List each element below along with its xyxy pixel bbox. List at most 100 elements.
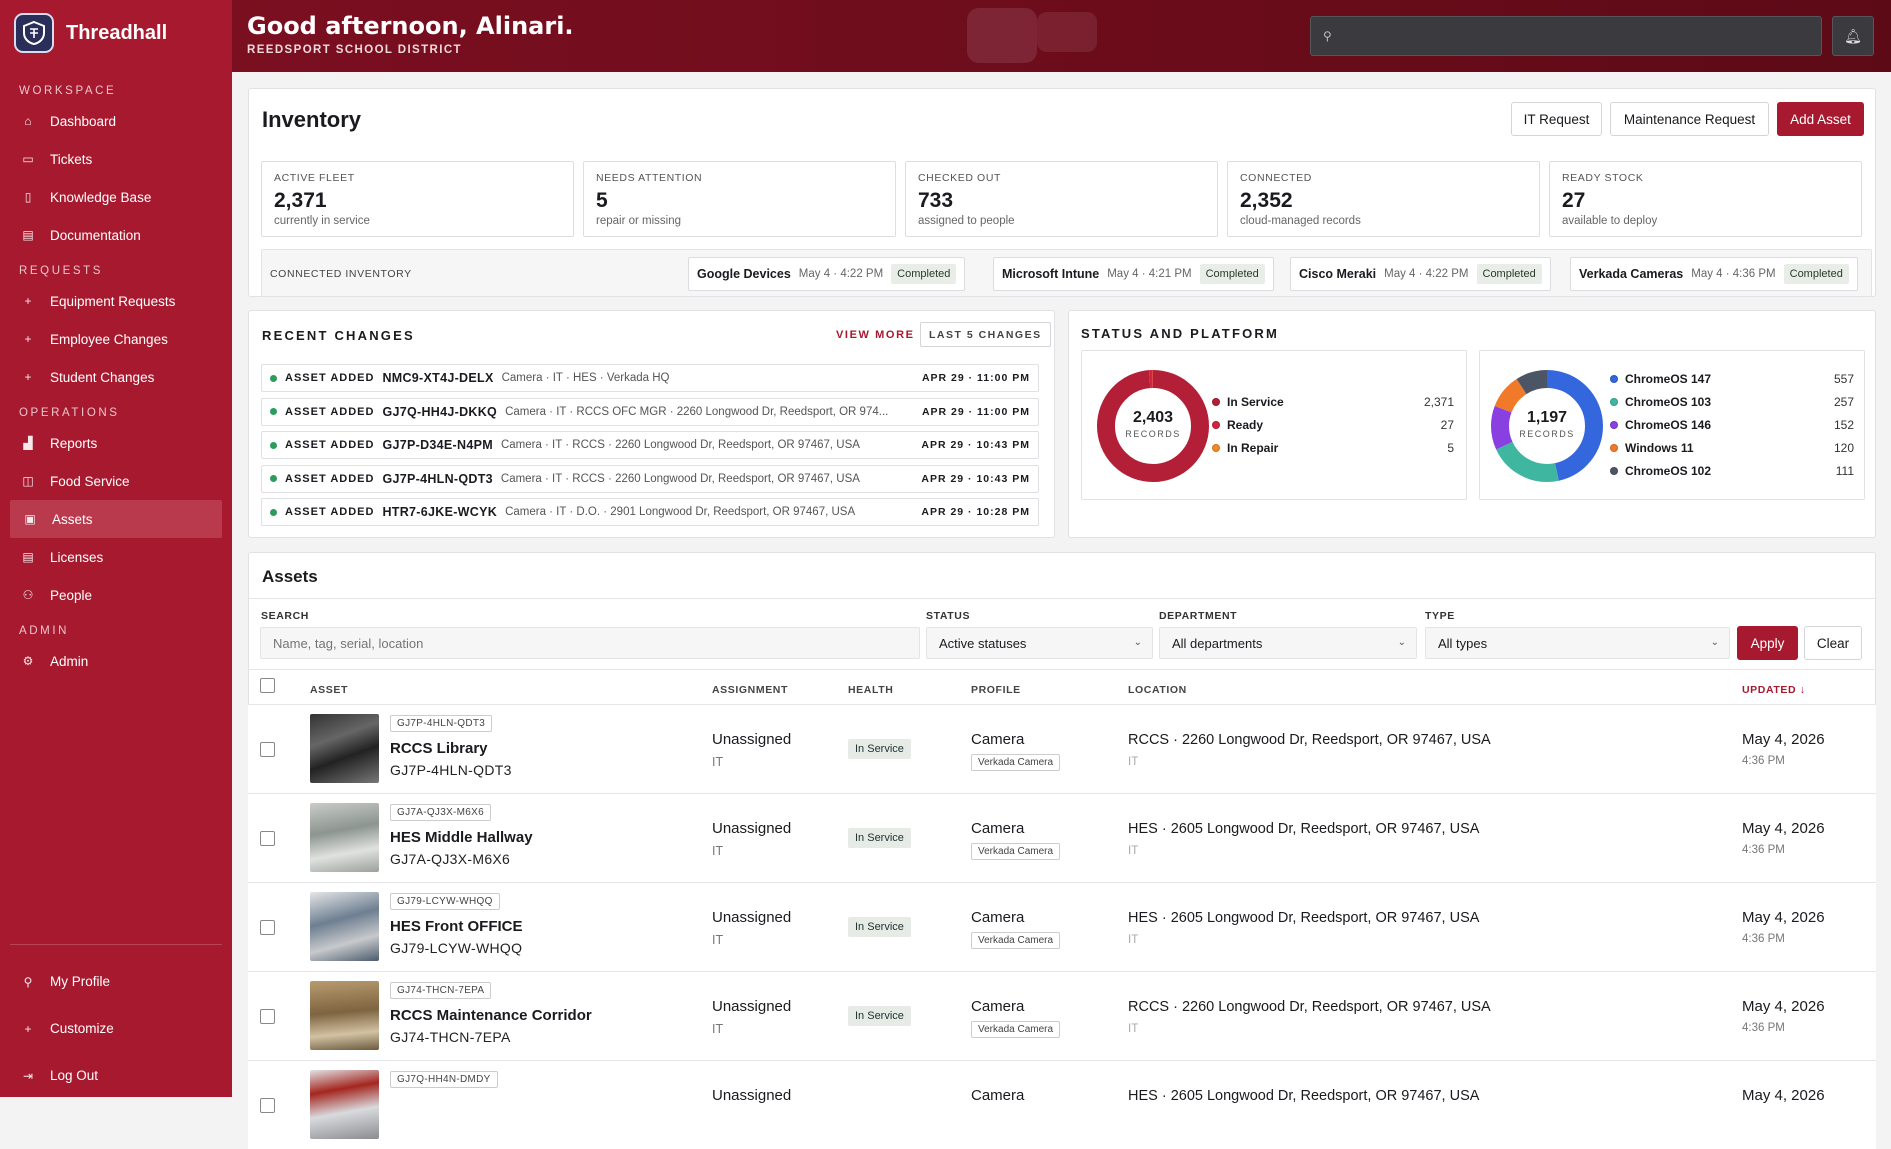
- asset-thumbnail[interactable]: [310, 803, 379, 872]
- health-badge: In Service: [848, 739, 911, 759]
- table-row[interactable]: GJ7A-QJ3X-M6X6 HES Middle Hallway GJ7A-QJ3…: [248, 793, 1876, 882]
- asset-thumbnail[interactable]: [310, 892, 379, 961]
- platform-slice-chromeos-103[interactable]: [1491, 370, 1603, 482]
- table-row[interactable]: GJ74-THCN-7EPA RCCS Maintenance Corridor G…: [248, 971, 1876, 1060]
- global-search-input[interactable]: ⚲: [1310, 16, 1822, 56]
- asset-thumbnail[interactable]: [310, 981, 379, 1050]
- change-row[interactable]: ASSET ADDED HTR7-6JKE-WCYK Camera · IT · D…: [261, 498, 1039, 526]
- asset-name[interactable]: RCCS Library: [390, 740, 488, 757]
- connected-source[interactable]: Microsoft Intune May 4 · 4:21 PM Completed: [993, 257, 1274, 291]
- row-checkbox[interactable]: [260, 1009, 275, 1024]
- column-profile[interactable]: PROFILE: [971, 684, 1021, 696]
- row-checkbox[interactable]: [260, 831, 275, 846]
- connected-source[interactable]: Google Devices May 4 · 4:22 PM Completed: [688, 257, 966, 291]
- legend-entry[interactable]: ChromeOS 146: [1610, 418, 1711, 432]
- it-request-button[interactable]: IT Request: [1511, 102, 1602, 136]
- legend-entry[interactable]: ChromeOS 102: [1610, 464, 1711, 478]
- status-donut-chart: [1097, 370, 1209, 482]
- row-checkbox[interactable]: [260, 1098, 275, 1113]
- profile: Camera: [971, 820, 1025, 837]
- asset-search-input[interactable]: [260, 627, 920, 659]
- column-health[interactable]: HEALTH: [848, 684, 894, 696]
- chevron-down-icon: ⌄: [1710, 637, 1719, 648]
- location-sub: IT: [1128, 934, 1139, 946]
- profile-tag: Verkada Camera: [971, 1021, 1061, 1038]
- clear-button[interactable]: Clear: [1804, 626, 1862, 660]
- change-row[interactable]: ASSET ADDED GJ7Q-HH4J-DKKQ Camera · IT · R…: [261, 397, 1039, 426]
- type-filter-select[interactable]: All types ⌄: [1425, 627, 1730, 659]
- platform-slice-chromeos-146[interactable]: [1491, 370, 1603, 482]
- sidebar-item-dashboard[interactable]: ⌂ Dashboard: [0, 102, 222, 140]
- change-time: APR 29 · 10:28 PM: [921, 506, 1030, 518]
- sidebar-item-knowledge-base[interactable]: ▯ Knowledge Base: [0, 178, 222, 216]
- department-filter-select[interactable]: All departments ⌄: [1159, 627, 1417, 659]
- source-status-badge: Completed: [891, 264, 957, 284]
- column-updated[interactable]: UPDATED ↓: [1742, 684, 1806, 696]
- platform-donut-chart: [1491, 370, 1603, 482]
- maintenance-request-button[interactable]: Maintenance Request: [1610, 102, 1769, 136]
- table-row[interactable]: GJ7Q-HH4N-DMDY Unassigned Camera HES · 2605…: [248, 1060, 1876, 1149]
- sidebar-item-log-out[interactable]: ⇥ Log Out: [0, 1052, 222, 1099]
- legend-entry[interactable]: In Service: [1212, 395, 1284, 409]
- legend-entry[interactable]: ChromeOS 147: [1610, 372, 1711, 386]
- add-asset-button[interactable]: Add Asset: [1777, 102, 1864, 136]
- column-asset[interactable]: ASSET: [310, 684, 349, 696]
- legend-entry[interactable]: Ready: [1212, 418, 1263, 432]
- stat-label: ACTIVE FLEET: [274, 172, 355, 184]
- search-filter-label: SEARCH: [261, 610, 309, 622]
- sidebar-item-assets[interactable]: ▣ Assets: [10, 500, 222, 538]
- sidebar-item-reports[interactable]: ▟ Reports: [0, 424, 222, 462]
- asset-tag: GJ74-THCN-7EPA: [390, 982, 492, 999]
- profile-tag: Verkada Camera: [971, 932, 1061, 949]
- row-checkbox[interactable]: [260, 742, 275, 757]
- legend-entry[interactable]: ChromeOS 103: [1610, 395, 1711, 409]
- change-row[interactable]: ASSET ADDED GJ7P-D34E-N4PM Camera · IT · R…: [261, 431, 1039, 459]
- sidebar-item-tickets[interactable]: ▭ Tickets: [0, 140, 222, 178]
- sidebar-item-admin[interactable]: ⚙ Admin: [0, 642, 222, 680]
- legend-entry[interactable]: Windows 11: [1610, 441, 1694, 455]
- updated-time: 4:36 PM: [1742, 933, 1785, 945]
- brand[interactable]: Threadhall: [0, 0, 232, 66]
- view-more-link[interactable]: VIEW MORE: [836, 329, 915, 341]
- asset-name[interactable]: HES Front OFFICE: [390, 918, 523, 935]
- asset-thumbnail[interactable]: [310, 1070, 379, 1139]
- status-filter-value: Active statuses: [939, 635, 1027, 651]
- health-badge: In Service: [848, 917, 911, 937]
- change-row[interactable]: ASSET ADDED NMC9-XT4J-DELX Camera · IT · H…: [261, 364, 1039, 392]
- sidebar-item-customize[interactable]: + Customize: [0, 1005, 222, 1052]
- platform-total: 1,197: [1526, 409, 1568, 426]
- select-all-checkbox[interactable]: [260, 678, 275, 693]
- sidebar-item-people[interactable]: ⚇ People: [0, 576, 222, 614]
- platform-slice-chromeos-102[interactable]: [1491, 370, 1603, 482]
- column-assignment[interactable]: ASSIGNMENT: [712, 684, 789, 696]
- notifications-bell-icon[interactable]: 🔔︎: [1832, 16, 1874, 56]
- sidebar-item-documentation[interactable]: ▤ Documentation: [0, 216, 222, 254]
- asset-thumbnail[interactable]: [310, 714, 379, 783]
- asset-name[interactable]: HES Middle Hallway: [390, 829, 533, 846]
- legend-value: 111: [1835, 464, 1854, 478]
- updated-time: 4:36 PM: [1742, 755, 1785, 767]
- column-location[interactable]: LOCATION: [1128, 684, 1187, 696]
- sidebar-item-licenses[interactable]: ▤ Licenses: [0, 538, 222, 576]
- updated-date: May 4, 2026: [1742, 998, 1825, 1015]
- sidebar-item-student-changes[interactable]: + Student Changes: [0, 358, 222, 396]
- connected-source[interactable]: Verkada Cameras May 4 · 4:36 PM Completed: [1570, 257, 1858, 291]
- sidebar-item-employee-changes[interactable]: + Employee Changes: [0, 320, 222, 358]
- asset-name[interactable]: RCCS Maintenance Corridor: [390, 1007, 592, 1024]
- stat-card: CHECKED OUT 733 assigned to people: [905, 161, 1218, 237]
- table-row[interactable]: GJ79-LCYW-WHQQ HES Front OFFICE GJ79-LCYW-…: [248, 882, 1876, 971]
- apply-button[interactable]: Apply: [1737, 626, 1798, 660]
- sidebar-item-food-service[interactable]: ◫ Food Service: [0, 462, 222, 500]
- sidebar-item-label: Employee Changes: [50, 331, 168, 347]
- legend-entry[interactable]: In Repair: [1212, 441, 1278, 455]
- status-slice-in-repair[interactable]: [1097, 370, 1209, 482]
- table-row[interactable]: GJ7P-4HLN-QDT3 RCCS Library GJ7P-4HLN-QDT3…: [248, 704, 1876, 793]
- status-filter-select[interactable]: Active statuses ⌄: [926, 627, 1153, 659]
- sidebar-section: ⚙ Admin: [0, 640, 232, 680]
- sidebar-item-equipment-requests[interactable]: + Equipment Requests: [0, 282, 222, 320]
- sidebar-nav: WORKSPACE ⌂ Dashboard ▭ Tickets ▯ Knowledge Ba…: [0, 66, 232, 680]
- connected-source[interactable]: Cisco Meraki May 4 · 4:22 PM Completed: [1290, 257, 1551, 291]
- change-row[interactable]: ASSET ADDED GJ7P-4HLN-QDT3 Camera · IT · R…: [261, 464, 1039, 493]
- sidebar-item-my-profile[interactable]: ⚲ My Profile: [0, 958, 222, 1005]
- row-checkbox[interactable]: [260, 920, 275, 935]
